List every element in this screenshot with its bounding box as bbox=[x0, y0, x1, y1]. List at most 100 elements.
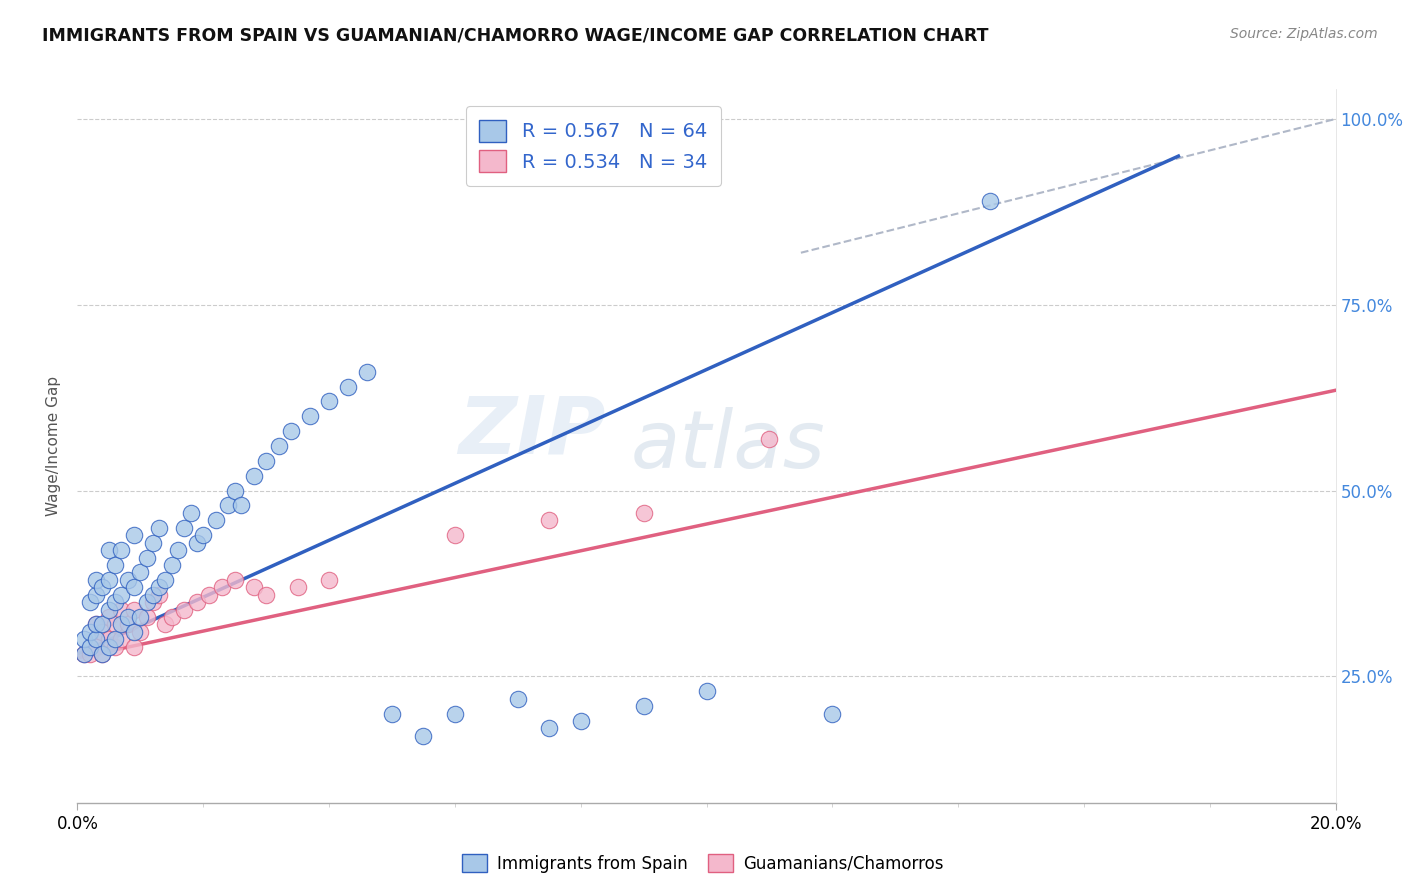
Point bbox=[97, 573, 120, 587]
Legend: Immigrants from Spain, Guamanians/Chamorros: Immigrants from Spain, Guamanians/Chamor… bbox=[456, 847, 950, 880]
Point bbox=[381, 706, 404, 721]
Point bbox=[142, 595, 165, 609]
Point bbox=[148, 588, 170, 602]
Point bbox=[104, 558, 127, 572]
Point bbox=[211, 580, 233, 594]
Point bbox=[72, 647, 94, 661]
Point bbox=[72, 632, 94, 647]
Point bbox=[173, 521, 195, 535]
Text: Source: ZipAtlas.com: Source: ZipAtlas.com bbox=[1230, 27, 1378, 41]
Point bbox=[84, 640, 107, 654]
Point bbox=[91, 617, 114, 632]
Point bbox=[117, 610, 139, 624]
Point bbox=[633, 506, 655, 520]
Point bbox=[135, 595, 157, 609]
Point bbox=[142, 588, 165, 602]
Point bbox=[299, 409, 322, 424]
Point bbox=[412, 729, 434, 743]
Point bbox=[84, 632, 107, 647]
Point bbox=[110, 617, 132, 632]
Point bbox=[191, 528, 215, 542]
Point bbox=[180, 506, 202, 520]
Point bbox=[254, 454, 277, 468]
Point bbox=[104, 640, 127, 654]
Legend: R = 0.567   N = 64, R = 0.534   N = 34: R = 0.567 N = 64, R = 0.534 N = 34 bbox=[465, 106, 721, 186]
Point bbox=[84, 617, 107, 632]
Point bbox=[135, 610, 157, 624]
Point bbox=[110, 543, 132, 558]
Point bbox=[318, 573, 340, 587]
Point bbox=[979, 194, 1001, 208]
Point bbox=[104, 632, 127, 647]
Text: ZIP: ZIP bbox=[458, 392, 606, 471]
Point bbox=[110, 602, 132, 616]
Point bbox=[122, 624, 145, 639]
Point bbox=[356, 365, 378, 379]
Point bbox=[148, 521, 170, 535]
Point bbox=[79, 595, 101, 609]
Point bbox=[129, 610, 152, 624]
Point bbox=[79, 624, 101, 639]
Point bbox=[204, 513, 226, 527]
Point bbox=[224, 483, 246, 498]
Point bbox=[633, 699, 655, 714]
Point bbox=[318, 394, 340, 409]
Point bbox=[217, 499, 239, 513]
Point bbox=[242, 580, 264, 594]
Point bbox=[167, 543, 190, 558]
Point bbox=[444, 528, 467, 542]
Point bbox=[444, 706, 467, 721]
Point bbox=[72, 647, 94, 661]
Point bbox=[506, 691, 529, 706]
Point bbox=[758, 432, 780, 446]
Point bbox=[280, 424, 302, 438]
Point bbox=[224, 573, 246, 587]
Point bbox=[97, 543, 120, 558]
Text: IMMIGRANTS FROM SPAIN VS GUAMANIAN/CHAMORRO WAGE/INCOME GAP CORRELATION CHART: IMMIGRANTS FROM SPAIN VS GUAMANIAN/CHAMO… bbox=[42, 27, 988, 45]
Point bbox=[155, 617, 177, 632]
Point bbox=[142, 535, 165, 549]
Point bbox=[148, 580, 170, 594]
Point bbox=[186, 535, 208, 549]
Point bbox=[122, 602, 145, 616]
Point bbox=[336, 379, 359, 393]
Point bbox=[91, 647, 114, 661]
Point bbox=[198, 588, 221, 602]
Point bbox=[538, 513, 561, 527]
Point bbox=[84, 588, 107, 602]
Point bbox=[129, 566, 152, 580]
Point bbox=[229, 499, 252, 513]
Point bbox=[84, 573, 107, 587]
Point bbox=[104, 595, 127, 609]
Point bbox=[104, 617, 127, 632]
Point bbox=[538, 722, 561, 736]
Point bbox=[242, 468, 264, 483]
Point bbox=[84, 617, 107, 632]
Point bbox=[97, 640, 120, 654]
Point bbox=[110, 588, 132, 602]
Point bbox=[135, 550, 157, 565]
Text: atlas: atlas bbox=[631, 407, 825, 485]
Point bbox=[79, 647, 101, 661]
Y-axis label: Wage/Income Gap: Wage/Income Gap bbox=[46, 376, 62, 516]
Point bbox=[91, 624, 114, 639]
Point bbox=[110, 632, 132, 647]
Point bbox=[117, 617, 139, 632]
Point bbox=[254, 588, 277, 602]
Point bbox=[821, 706, 844, 721]
Point bbox=[155, 573, 177, 587]
Point bbox=[117, 573, 139, 587]
Point bbox=[97, 602, 120, 616]
Point bbox=[569, 714, 592, 728]
Point bbox=[173, 602, 195, 616]
Point bbox=[129, 624, 152, 639]
Point bbox=[160, 558, 183, 572]
Point bbox=[91, 580, 114, 594]
Point bbox=[186, 595, 208, 609]
Point bbox=[91, 647, 114, 661]
Point bbox=[160, 610, 183, 624]
Point bbox=[122, 640, 145, 654]
Point bbox=[122, 580, 145, 594]
Point bbox=[122, 528, 145, 542]
Point bbox=[267, 439, 290, 453]
